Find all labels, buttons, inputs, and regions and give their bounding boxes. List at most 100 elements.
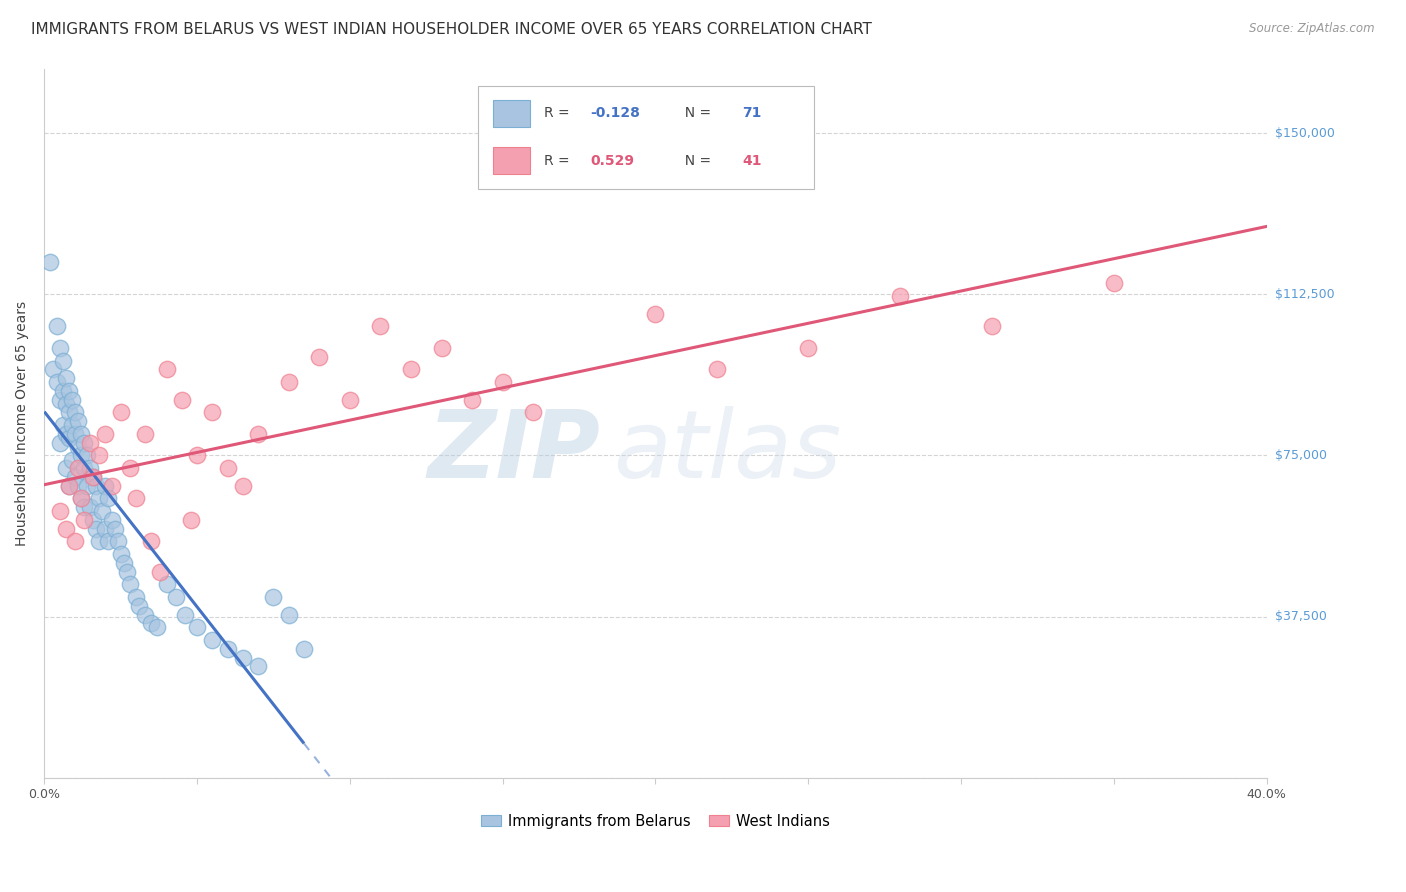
- Point: [73, 513, 96, 527]
- Point: [89, 449, 111, 463]
- Point: [45, 319, 67, 334]
- Point: [82, 470, 104, 484]
- Point: [247, 659, 270, 673]
- Point: [141, 616, 163, 631]
- Point: [58, 431, 80, 445]
- Point: [217, 641, 239, 656]
- Point: [60, 418, 83, 433]
- Point: [94, 478, 117, 492]
- Point: [45, 376, 67, 390]
- Point: [277, 376, 299, 390]
- Point: [115, 565, 138, 579]
- Point: [84, 478, 107, 492]
- Point: [66, 440, 89, 454]
- Point: [461, 392, 484, 407]
- Point: [125, 591, 148, 605]
- Point: [308, 350, 330, 364]
- Point: [70, 426, 93, 441]
- Point: [522, 405, 544, 419]
- Text: $75,000: $75,000: [1275, 449, 1327, 462]
- Point: [55, 461, 77, 475]
- Point: [706, 362, 728, 376]
- Point: [247, 426, 270, 441]
- Point: [103, 522, 125, 536]
- Point: [79, 461, 101, 475]
- Text: atlas: atlas: [613, 406, 841, 497]
- Point: [118, 461, 141, 475]
- Point: [339, 392, 361, 407]
- Point: [797, 341, 820, 355]
- Point: [52, 354, 75, 368]
- Point: [201, 405, 224, 419]
- Point: [110, 405, 132, 419]
- Point: [66, 461, 89, 475]
- Point: [70, 491, 93, 506]
- Point: [134, 607, 156, 622]
- Point: [55, 522, 77, 536]
- Point: [180, 513, 202, 527]
- Point: [149, 565, 172, 579]
- Point: [82, 513, 104, 527]
- Point: [292, 641, 315, 656]
- Point: [52, 384, 75, 398]
- Point: [84, 522, 107, 536]
- Point: [491, 376, 513, 390]
- Point: [48, 341, 70, 355]
- Point: [60, 452, 83, 467]
- Point: [100, 478, 122, 492]
- Point: [155, 362, 177, 376]
- Point: [128, 599, 150, 613]
- Text: R =: R =: [544, 106, 574, 120]
- Text: 71: 71: [742, 106, 762, 120]
- Point: [107, 534, 129, 549]
- Point: [70, 491, 93, 506]
- Text: Source: ZipAtlas.com: Source: ZipAtlas.com: [1250, 22, 1375, 36]
- Point: [232, 650, 254, 665]
- Point: [97, 534, 120, 549]
- Text: R =: R =: [544, 153, 574, 168]
- Point: [79, 500, 101, 514]
- Text: $150,000: $150,000: [1275, 127, 1334, 139]
- Point: [55, 397, 77, 411]
- Point: [66, 414, 89, 428]
- Text: $37,500: $37,500: [1275, 610, 1327, 624]
- Point: [110, 547, 132, 561]
- Point: [60, 392, 83, 407]
- Point: [39, 255, 62, 269]
- Point: [89, 491, 111, 506]
- Point: [58, 384, 80, 398]
- Point: [277, 607, 299, 622]
- Point: [42, 362, 65, 376]
- Point: [48, 504, 70, 518]
- Text: N =: N =: [676, 106, 716, 120]
- Point: [173, 607, 195, 622]
- Point: [141, 534, 163, 549]
- Point: [55, 371, 77, 385]
- Point: [399, 362, 422, 376]
- Text: -0.128: -0.128: [591, 106, 641, 120]
- Point: [370, 319, 392, 334]
- Point: [430, 341, 453, 355]
- Legend: Immigrants from Belarus, West Indians: Immigrants from Belarus, West Indians: [475, 808, 837, 834]
- Point: [125, 491, 148, 506]
- Point: [134, 426, 156, 441]
- Point: [73, 461, 96, 475]
- Point: [63, 405, 86, 419]
- Point: [889, 289, 911, 303]
- Point: [170, 392, 193, 407]
- Point: [63, 534, 86, 549]
- Text: N =: N =: [676, 153, 716, 168]
- Point: [76, 449, 98, 463]
- Bar: [494, 100, 530, 127]
- Point: [63, 426, 86, 441]
- Point: [165, 591, 187, 605]
- Point: [118, 577, 141, 591]
- Point: [186, 620, 208, 634]
- Point: [58, 478, 80, 492]
- Point: [58, 478, 80, 492]
- Point: [91, 504, 114, 518]
- Point: [66, 478, 89, 492]
- Point: [70, 449, 93, 463]
- Point: [186, 449, 208, 463]
- Point: [79, 435, 101, 450]
